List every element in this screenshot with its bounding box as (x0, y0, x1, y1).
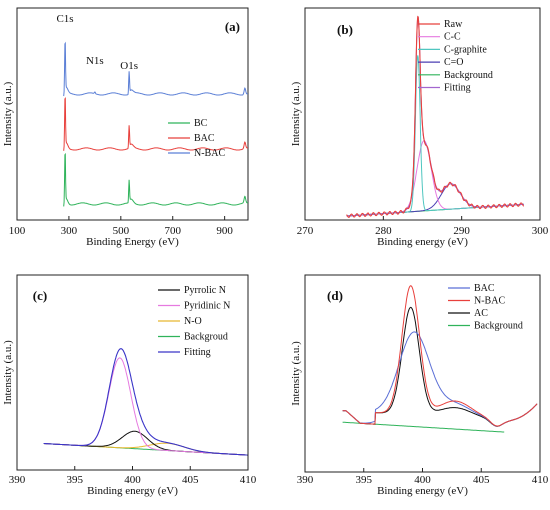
legend-entry: C-graphite (444, 44, 487, 55)
panel-a: 100 300 500 700 900 Binding Energy (eV) Intens… (2, 7, 249, 248)
panel-d: 390 395 400 405 410 Binding energy (eV) Intens… (290, 274, 549, 497)
legend-entry: Background (444, 70, 493, 81)
panel-b: 270 280 290 300 Binding energy (eV) Intensity… (290, 7, 549, 248)
panel-c: 390 395 400 405 410 Binding energy (eV) Intens… (2, 274, 257, 497)
y-axis-label: Intensity (a.u.) (290, 81, 302, 146)
x-axis-label: Binding Energy (eV) (86, 236, 179, 248)
x-tick-label: 900 (216, 225, 233, 237)
x-tick-label: 400 (124, 474, 141, 486)
c-c-component (346, 140, 525, 217)
panel-label: (d) (327, 288, 343, 303)
legend-entry: Fitting (444, 83, 471, 94)
legend-entry: BAC (194, 133, 215, 144)
legend-entry: BC (194, 118, 208, 129)
series-line-bac (342, 331, 538, 427)
x-tick-label: 395 (67, 474, 84, 486)
legend-entry: Backgroud (184, 332, 228, 343)
x-axis-label: Binding energy (eV) (377, 485, 468, 497)
y-axis-label: Intensity (a.u.) (2, 81, 14, 146)
peak-annotation: C1s (56, 13, 73, 25)
legend-entry: BAC (474, 283, 495, 294)
pyridinic-n-component (43, 357, 248, 456)
legend-entry: Fitting (184, 347, 211, 358)
x-tick-label: 280 (375, 225, 392, 237)
x-axis-label: Binding energy (eV) (87, 485, 178, 497)
legend-entry: N-BAC (194, 148, 225, 159)
panel-label: (c) (33, 288, 47, 303)
series-line-bc (63, 152, 249, 207)
x-tick-label: 410 (532, 474, 549, 486)
x-tick-label: 500 (113, 225, 130, 237)
legend-entry: N-O (184, 316, 202, 327)
x-tick-label: 270 (297, 225, 314, 237)
x-tick-label: 410 (240, 474, 257, 486)
panel-label: (a) (225, 19, 240, 34)
legend-entry: Background (474, 321, 523, 332)
legend-entry: C-C (444, 32, 461, 43)
y-axis-label: Intensity (a.u.) (2, 340, 14, 405)
x-tick-label: 290 (453, 225, 470, 237)
series-line-bac (63, 96, 249, 151)
panel-label: (b) (337, 22, 353, 37)
x-tick-label: 390 (9, 474, 26, 486)
x-tick-label: 100 (9, 225, 26, 237)
x-tick-label: 395 (356, 474, 373, 486)
peak-annotation: N1s (86, 55, 104, 67)
x-tick-label: 400 (414, 474, 431, 486)
plot-frame (304, 7, 541, 221)
plot-frame (16, 7, 249, 221)
legend-entry: Pyrrolic N (184, 285, 226, 296)
peak-annotation: O1s (120, 60, 138, 72)
series-line-n-bac (63, 41, 249, 97)
raw-line (346, 15, 524, 218)
legend-entry: C=O (444, 57, 464, 68)
legend-entry: Raw (444, 19, 463, 30)
x-tick-label: 300 (532, 225, 549, 237)
x-tick-label: 390 (297, 474, 314, 486)
legend-entry: N-BAC (474, 296, 505, 307)
legend-entry: AC (474, 308, 488, 319)
x-tick-label: 700 (164, 225, 181, 237)
y-axis-label: Intensity (a.u.) (290, 341, 302, 406)
x-tick-label: 405 (473, 474, 490, 486)
fitting-line (43, 348, 248, 456)
x-tick-label: 300 (61, 225, 78, 237)
x-tick-label: 405 (182, 474, 199, 486)
x-axis-label: Binding energy (eV) (377, 236, 468, 248)
legend-entry: Pyridinic N (184, 301, 230, 312)
series-line-n-bac (342, 285, 538, 427)
